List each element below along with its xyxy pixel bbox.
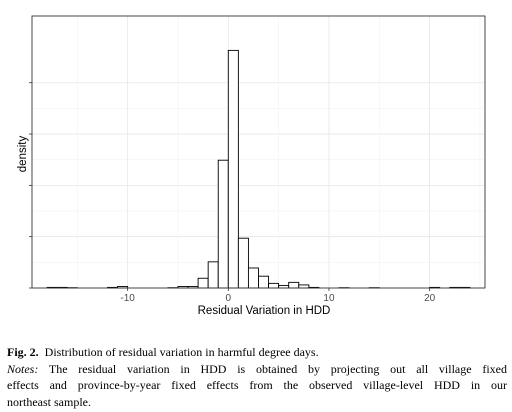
- grid-lines: [32, 16, 485, 289]
- histogram-bar: [288, 281, 300, 289]
- notes-text-1: The residual variation in HDD is obtaine…: [48, 361, 507, 376]
- histogram-bar: [258, 275, 270, 289]
- axes: [31, 15, 486, 289]
- figure-title: Distribution of residual variation in ha…: [44, 345, 319, 359]
- histogram-bar: [247, 267, 259, 289]
- notes-line-3: northeast sample.: [7, 394, 91, 409]
- caption-title-line: Fig. 2. Distribution of residual variati…: [7, 344, 507, 361]
- plot-panel-border: [31, 15, 486, 289]
- notes-line-2: effects and province-by-year fixed effec…: [7, 378, 507, 393]
- histogram-bars: [46, 49, 471, 289]
- histogram-bar: [207, 261, 219, 289]
- y-axis-title: density: [17, 136, 29, 173]
- histogram-chart: -10 0 10 20 Residual Variation in HDD densi…: [17, 15, 486, 317]
- notes-line-1: Notes: The residual variation in HDD is …: [7, 361, 507, 378]
- histogram-bar: [268, 282, 280, 289]
- figure-caption: Fig. 2. Distribution of residual variati…: [7, 344, 507, 410]
- x-axis-title: Residual Variation in HDD: [198, 305, 331, 317]
- histogram-bar: [227, 49, 239, 289]
- histogram-bar: [298, 284, 310, 289]
- notes-label: Notes:: [7, 361, 39, 376]
- x-tick-label: -10: [120, 293, 135, 304]
- x-tick-label: 10: [323, 293, 335, 304]
- figure-number: Fig. 2.: [7, 345, 39, 359]
- histogram-bar: [237, 237, 249, 289]
- x-tick-label: 20: [424, 293, 436, 304]
- x-tick-label: 0: [226, 293, 232, 304]
- y-axis-ticks: [29, 82, 32, 289]
- x-axis-ticks: -10 0 10 20: [120, 288, 436, 304]
- histogram-bar: [217, 159, 229, 289]
- histogram-bar: [197, 277, 209, 289]
